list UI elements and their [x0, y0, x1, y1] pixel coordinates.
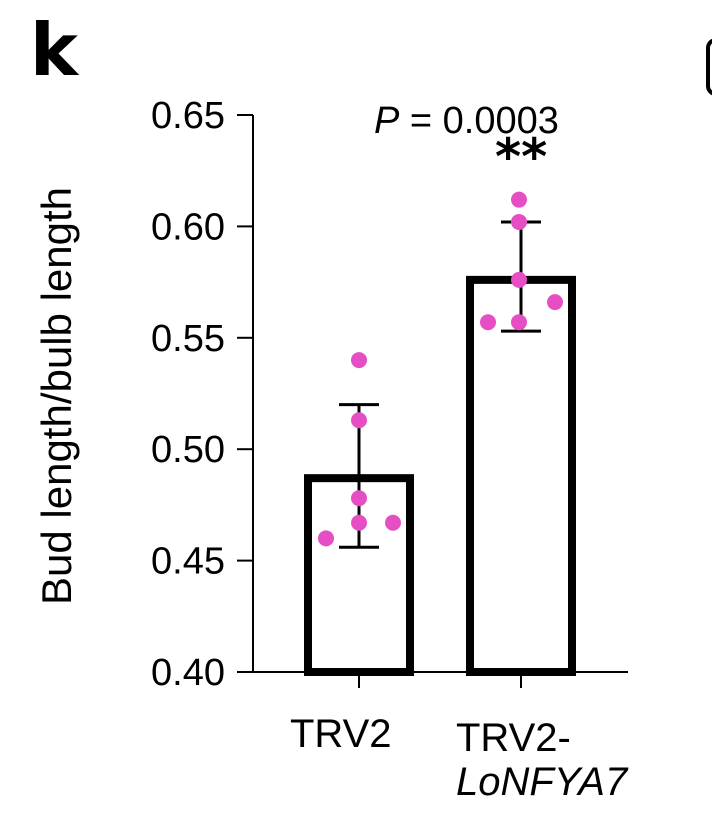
- data-point-0-0: [351, 352, 367, 369]
- p-symbol: P: [374, 100, 400, 142]
- data-point-1-4: [480, 314, 496, 331]
- y-axis-label: Bud length/bulb length: [33, 186, 80, 606]
- x-category-label-trv2-line1: TRV2: [290, 712, 392, 756]
- data-point-0-3: [351, 514, 367, 531]
- y-tick-label-5: 0.65: [151, 95, 225, 137]
- data-point-0-1: [351, 412, 367, 429]
- adjacent-panel-frame: [706, 38, 712, 96]
- data-point-0-2: [351, 490, 367, 507]
- chart-points: [318, 191, 563, 547]
- data-point-1-5: [511, 314, 527, 331]
- y-tick-label-0: 0.40: [151, 652, 225, 694]
- x-category-label-lonfya7: TRV2- LoNFYA7: [456, 716, 627, 804]
- y-tick-label-2: 0.50: [151, 429, 225, 471]
- data-point-1-2: [511, 271, 527, 288]
- data-point-0-5: [318, 530, 334, 547]
- y-tick-label-1: 0.45: [151, 541, 225, 583]
- panel-label: k: [30, 8, 78, 92]
- y-tick-label-3: 0.55: [151, 318, 225, 360]
- p-value-text: = 0.0003: [399, 100, 559, 142]
- p-value-annotation: P = 0.0003: [374, 100, 559, 143]
- significance-marker: **: [495, 128, 548, 186]
- y-tick-label-4: 0.60: [151, 206, 225, 248]
- data-point-1-3: [547, 294, 563, 311]
- data-point-1-0: [511, 191, 527, 208]
- chart-bars: [304, 275, 576, 676]
- x-category-label-lonfya7-line1: TRV2-: [456, 716, 571, 760]
- x-category-label-trv2: TRV2: [290, 712, 392, 756]
- data-point-1-1: [511, 213, 527, 230]
- bar-1: [466, 275, 576, 676]
- chart-axes: 0.40 0.45 0.50 0.55 0.60 0.65: [151, 95, 628, 694]
- data-point-0-4: [385, 514, 401, 531]
- x-category-label-lonfya7-line2: LoNFYA7: [456, 760, 628, 804]
